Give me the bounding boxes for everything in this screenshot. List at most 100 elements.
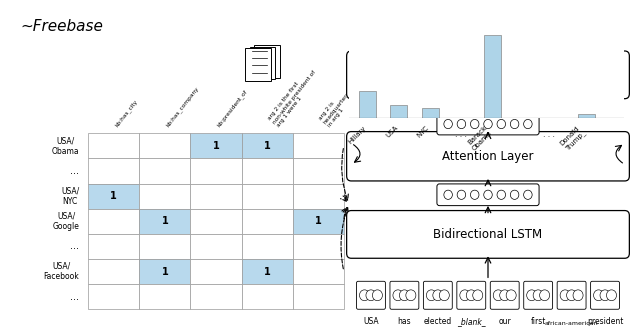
FancyBboxPatch shape (424, 281, 452, 309)
Bar (88, 158, 140, 184)
Text: _blank_: _blank_ (457, 317, 486, 326)
Circle shape (484, 190, 492, 199)
Circle shape (372, 290, 383, 301)
Circle shape (493, 290, 503, 301)
Circle shape (497, 119, 506, 129)
Text: USA/
NYC: USA/ NYC (61, 187, 79, 206)
Circle shape (366, 290, 376, 301)
Bar (292, 184, 344, 209)
Bar (241, 184, 292, 209)
FancyBboxPatch shape (591, 281, 620, 309)
Bar (241, 234, 292, 259)
Bar (191, 234, 241, 259)
Bar (140, 184, 191, 209)
Circle shape (467, 290, 476, 301)
Text: elected: elected (424, 317, 452, 326)
Bar (245, 48, 271, 81)
Bar (292, 284, 344, 309)
Text: kb:president_of: kb:president_of (216, 89, 249, 128)
Bar (88, 184, 140, 209)
FancyBboxPatch shape (347, 211, 629, 258)
Bar (250, 46, 275, 79)
Bar (191, 158, 241, 184)
Text: our: our (499, 317, 511, 326)
Text: Bidirectional LSTM: Bidirectional LSTM (433, 228, 543, 241)
Text: 1: 1 (264, 141, 271, 151)
Circle shape (360, 290, 369, 301)
Circle shape (524, 190, 532, 199)
FancyBboxPatch shape (347, 51, 629, 99)
Text: ...: ... (70, 166, 79, 176)
Text: arg 2 is
headquartered
in arg 1: arg 2 is headquartered in arg 1 (318, 84, 358, 128)
Text: kb:has_company: kb:has_company (165, 86, 200, 128)
Text: . . .: . . . (543, 130, 555, 139)
Bar (422, 108, 438, 118)
Bar (484, 35, 501, 118)
Circle shape (506, 290, 516, 301)
Bar (292, 133, 344, 158)
Circle shape (500, 290, 509, 301)
Bar (140, 234, 191, 259)
Text: kb:has_city: kb:has_city (114, 99, 139, 128)
Bar (88, 284, 140, 309)
Circle shape (540, 290, 550, 301)
FancyBboxPatch shape (557, 281, 586, 309)
FancyBboxPatch shape (457, 281, 486, 309)
Circle shape (566, 290, 577, 301)
Text: 1: 1 (315, 216, 322, 226)
Text: has: has (397, 317, 412, 326)
Circle shape (593, 290, 604, 301)
Text: president: president (587, 317, 623, 326)
Text: USA/
Obama: USA/ Obama (52, 136, 79, 156)
Circle shape (444, 190, 452, 199)
Bar (191, 209, 241, 234)
Text: ∼Freebase: ∼Freebase (20, 19, 104, 34)
Bar (241, 284, 292, 309)
Bar (88, 259, 140, 284)
Circle shape (607, 290, 616, 301)
Circle shape (573, 290, 583, 301)
Bar (292, 234, 344, 259)
Bar (359, 91, 376, 118)
Bar (191, 184, 241, 209)
Text: USA/
Google: USA/ Google (52, 212, 79, 231)
Bar (88, 209, 140, 234)
FancyBboxPatch shape (437, 184, 539, 206)
Circle shape (470, 190, 479, 199)
Circle shape (406, 290, 416, 301)
Circle shape (444, 119, 452, 129)
Bar (253, 45, 280, 78)
Bar (241, 209, 292, 234)
Circle shape (470, 119, 479, 129)
Text: Attention Layer: Attention Layer (442, 150, 534, 163)
Bar (292, 259, 344, 284)
Bar (88, 234, 140, 259)
Text: african-american: african-american (545, 321, 598, 326)
FancyBboxPatch shape (347, 132, 629, 181)
Circle shape (426, 290, 436, 301)
Text: . . .: . . . (456, 130, 467, 139)
FancyBboxPatch shape (390, 281, 419, 309)
FancyBboxPatch shape (437, 113, 539, 135)
Bar (241, 158, 292, 184)
FancyBboxPatch shape (524, 281, 552, 309)
Circle shape (473, 290, 483, 301)
Circle shape (457, 119, 466, 129)
Text: first: first (531, 317, 546, 326)
Circle shape (457, 190, 466, 199)
Bar (191, 133, 241, 158)
Bar (140, 158, 191, 184)
Bar (140, 259, 191, 284)
Bar (140, 284, 191, 309)
Circle shape (497, 190, 506, 199)
Bar (140, 209, 191, 234)
Circle shape (433, 290, 443, 301)
Circle shape (510, 190, 519, 199)
Text: 1: 1 (110, 191, 117, 201)
Circle shape (533, 290, 543, 301)
Bar (292, 209, 344, 234)
Bar (241, 259, 292, 284)
Bar (88, 133, 140, 158)
FancyBboxPatch shape (490, 281, 519, 309)
Bar (241, 133, 292, 158)
